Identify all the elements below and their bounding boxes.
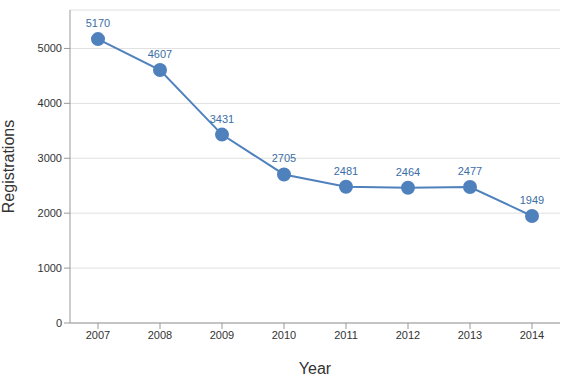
- svg-text:2013: 2013: [458, 329, 482, 341]
- svg-text:1000: 1000: [38, 262, 62, 274]
- svg-text:5000: 5000: [38, 42, 62, 54]
- svg-text:4607: 4607: [148, 48, 172, 60]
- svg-text:2014: 2014: [520, 329, 544, 341]
- svg-text:Registrations: Registrations: [8, 120, 17, 213]
- svg-text:2481: 2481: [334, 165, 358, 177]
- svg-text:2009: 2009: [210, 329, 234, 341]
- svg-text:1949: 1949: [520, 194, 544, 206]
- svg-text:5170: 5170: [86, 17, 110, 29]
- svg-text:2464: 2464: [396, 166, 420, 178]
- svg-text:2010: 2010: [272, 329, 296, 341]
- svg-text:2007: 2007: [86, 329, 110, 341]
- svg-text:2705: 2705: [272, 152, 296, 164]
- svg-text:2012: 2012: [396, 329, 420, 341]
- svg-text:2000: 2000: [38, 207, 62, 219]
- svg-text:3000: 3000: [38, 152, 62, 164]
- svg-text:2477: 2477: [458, 165, 482, 177]
- svg-text:2008: 2008: [148, 329, 172, 341]
- svg-text:0: 0: [56, 317, 62, 329]
- svg-text:4000: 4000: [38, 97, 62, 109]
- svg-text:3431: 3431: [210, 113, 234, 125]
- svg-text:2011: 2011: [334, 329, 358, 341]
- svg-text:Year: Year: [299, 360, 332, 377]
